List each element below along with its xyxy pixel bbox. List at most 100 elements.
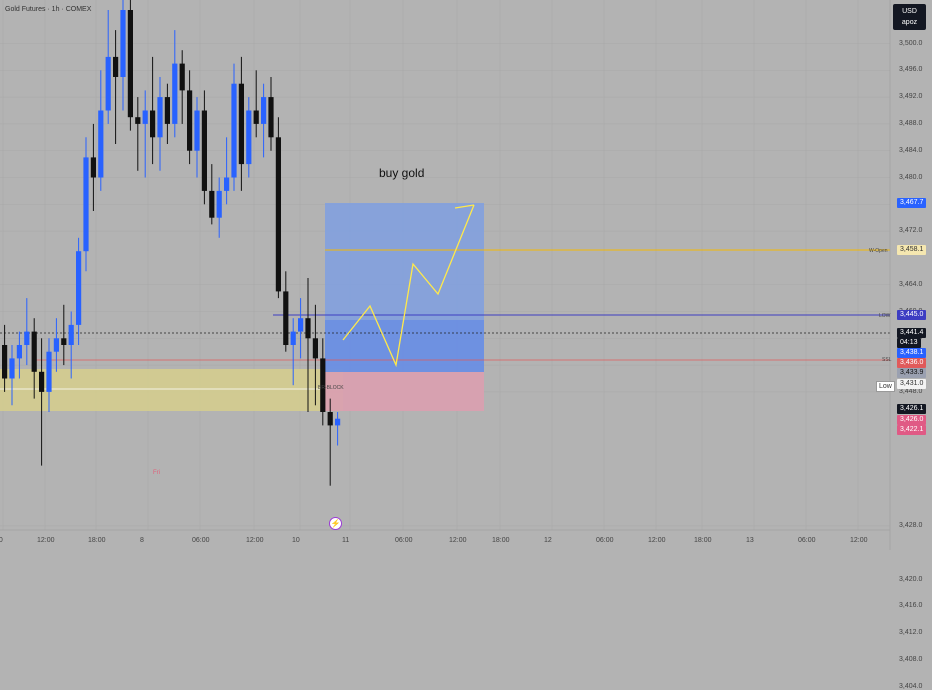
currency-selector[interactable]: USD apoz — [893, 4, 926, 30]
price-tick-label: 3,464.0 — [899, 280, 923, 288]
countdown-tag: 04:13 — [897, 338, 921, 348]
candle-body — [172, 63, 178, 124]
candles[interactable] — [2, 0, 341, 486]
candle-body — [83, 157, 89, 252]
time-tick-label: 12:00 — [850, 537, 868, 544]
candle-body — [157, 97, 163, 138]
buy-gold-annotation[interactable]: buy gold — [379, 166, 425, 180]
price-tick-label: 3,448.0 — [899, 387, 923, 395]
candle-body — [261, 97, 267, 124]
zone-a-price-tag: 3,426.0 — [897, 415, 927, 425]
price-tick-label: 3,408.0 — [899, 655, 923, 663]
target-zone-lower — [325, 320, 484, 372]
candle-body — [120, 10, 126, 77]
level-lines — [0, 249, 890, 361]
candle-body — [283, 291, 289, 345]
ssl-price-tag: 3,436.0 — [897, 358, 927, 368]
entry2-price-tag: 3,433.9 — [897, 368, 927, 378]
candle-body — [142, 110, 148, 124]
time-tick-label: 06:00 — [192, 537, 210, 544]
price-tick-label: 3,480.0 — [899, 173, 923, 181]
zone-b-price-tag: 3,422.1 — [897, 425, 927, 435]
fri-marker: Fri — [153, 470, 160, 476]
time-tick-label: 11 — [342, 537, 350, 544]
candle-body — [187, 90, 193, 151]
candle-body — [238, 83, 244, 165]
price-tick-label: 3,428.0 — [899, 521, 923, 529]
lightning-icon[interactable]: ⚡ — [329, 517, 342, 530]
candle-body — [201, 110, 207, 191]
candle-body — [298, 318, 304, 332]
candle-body — [31, 331, 37, 372]
price-tick-label: 3,412.0 — [899, 629, 923, 637]
time-tick-label: 00 — [0, 537, 3, 544]
time-tick-label: 06:00 — [395, 537, 413, 544]
currency-code: USD — [902, 8, 917, 15]
time-tick-label: 18:00 — [88, 537, 106, 544]
w-open-price-tag: 3,458.1 — [897, 245, 927, 255]
price-tick-label: 3,492.0 — [899, 93, 923, 101]
candle-body — [16, 345, 22, 359]
time-tick-label: 10 — [292, 537, 300, 544]
time-tick-label: 18:00 — [694, 537, 712, 544]
price-tick-label: 3,420.0 — [899, 575, 923, 583]
w-open-label: W-Open — [869, 248, 888, 254]
candle-body — [224, 177, 230, 191]
candle-body — [164, 97, 170, 124]
time-tick-label: 18:00 — [492, 537, 510, 544]
candle-body — [39, 371, 45, 392]
candle-body — [253, 110, 259, 124]
candle-body — [150, 110, 156, 138]
path-line — [342, 204, 475, 368]
low-line-label: LOW — [879, 313, 891, 319]
candle-body — [216, 190, 222, 218]
zones — [0, 203, 484, 411]
candle-body — [113, 56, 119, 77]
stop-zone — [325, 372, 484, 411]
candle-body — [98, 110, 104, 178]
target-price-tag: 3,467.7 — [897, 198, 927, 208]
low-price-tag: 3,431.0 — [897, 379, 927, 389]
time-tick-label: 13 — [746, 537, 754, 544]
time-tick-label: 12 — [544, 537, 552, 544]
projection-path — [342, 204, 475, 368]
time-tick-label: 12:00 — [648, 537, 666, 544]
ssl-label: SSL — [882, 357, 892, 363]
candle-body — [275, 137, 281, 292]
zone-top-price-tag: 3,426.1 — [897, 404, 927, 414]
currency-sub: apoz — [901, 19, 918, 26]
time-tick-label: 12:00 — [37, 537, 55, 544]
candle-body — [68, 324, 74, 345]
candle-body — [312, 338, 318, 359]
price-axis-panel[interactable] — [890, 0, 932, 550]
low-line-price-tag: 3,445.0 — [897, 310, 927, 320]
candle-body — [76, 251, 82, 325]
price-tick-label: 3,484.0 — [899, 146, 923, 154]
block-label: BR-BLOCK — [318, 385, 344, 391]
time-tick-label: 06:00 — [798, 537, 816, 544]
path-arrowhead — [454, 204, 475, 209]
candle-body — [61, 338, 67, 345]
price-tick-label: 3,500.0 — [899, 39, 923, 47]
entry-price-tag: 3,438.1 — [897, 348, 927, 358]
time-tick-label: 06:00 — [596, 537, 614, 544]
candle-body — [179, 63, 185, 91]
price-tick-label: 3,404.0 — [899, 682, 923, 690]
price-tick-label: 3,472.0 — [899, 227, 923, 235]
candle-body — [231, 83, 237, 178]
candle-body — [194, 110, 200, 151]
price-tick-label: 3,488.0 — [899, 119, 923, 127]
chart-canvas[interactable] — [0, 0, 932, 550]
time-tick-label: 12:00 — [449, 537, 467, 544]
candle-body — [135, 117, 141, 124]
candle-body — [90, 157, 96, 178]
candle-body — [127, 10, 133, 118]
candle-body — [2, 345, 8, 379]
time-tick-label: 8 — [140, 537, 144, 544]
demand-zone — [0, 369, 343, 411]
time-tick-label: 12:00 — [246, 537, 264, 544]
chart-title: Gold Futures · 1h · COMEX — [5, 6, 92, 13]
candle-body — [9, 358, 15, 379]
candle-body — [268, 97, 274, 138]
